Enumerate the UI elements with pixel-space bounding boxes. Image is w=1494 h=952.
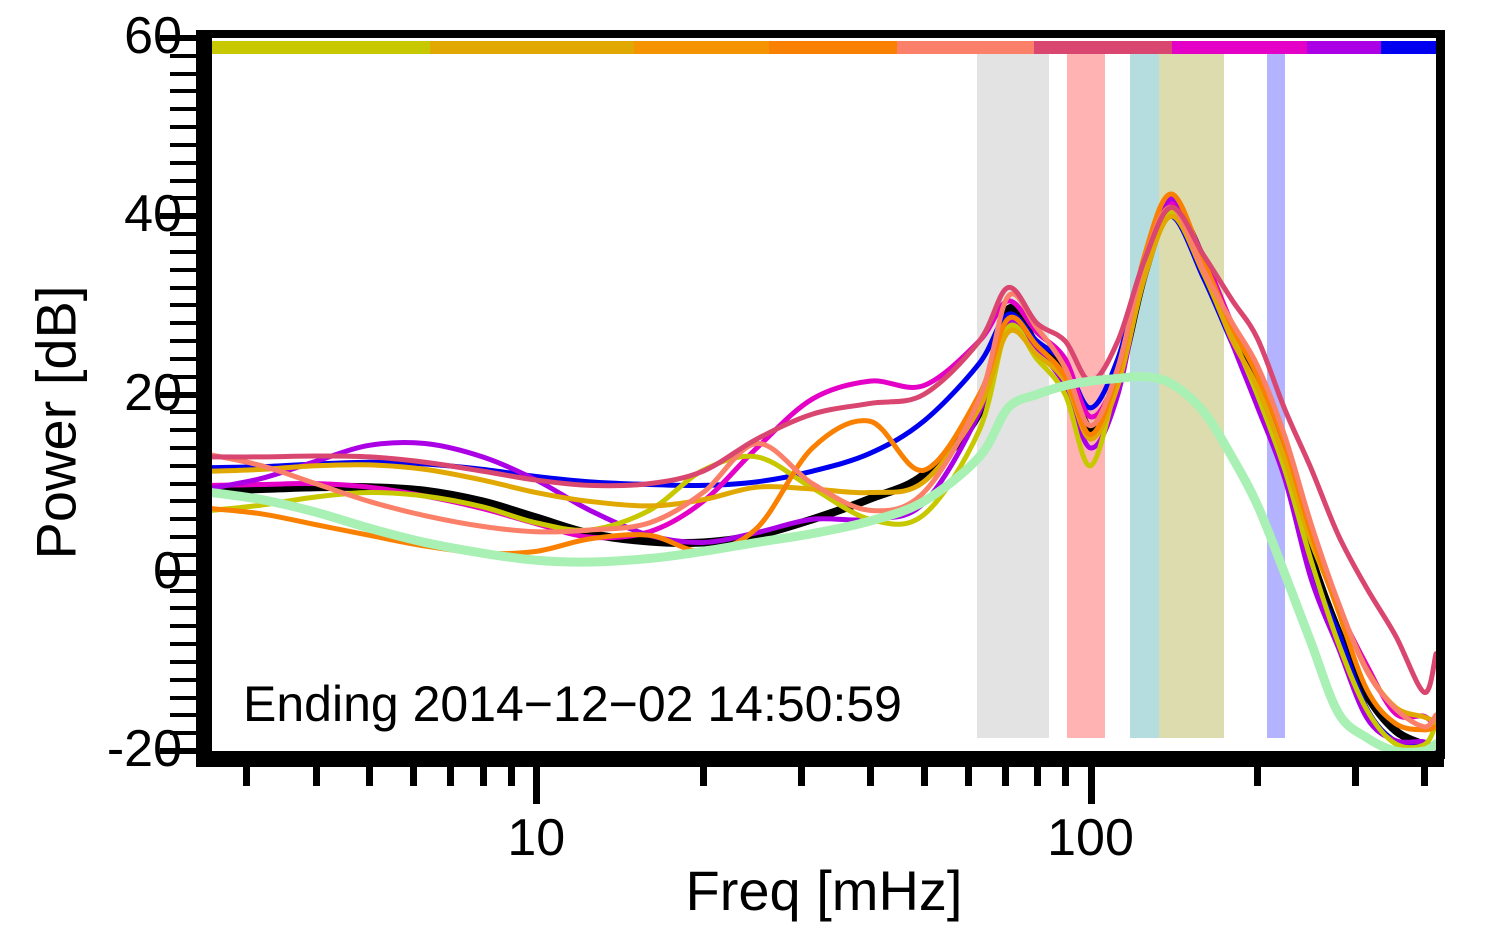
y-tick-minor: [170, 71, 196, 76]
x-tick-minor: [312, 764, 320, 786]
band-cyan: [1130, 54, 1160, 738]
y-tick-minor: [170, 178, 196, 183]
y-tick-minor: [170, 624, 196, 629]
x-tick-minor: [1254, 764, 1262, 786]
x-tick-minor: [507, 764, 515, 786]
x-tick-minor: [920, 764, 928, 786]
x-tick-label: 100: [1047, 809, 1134, 867]
y-tick-major: [160, 748, 196, 754]
y-tick-minor: [170, 232, 196, 237]
y-tick-minor: [170, 517, 196, 522]
colorbar-segment-6: [1171, 41, 1308, 54]
y-tick-minor: [170, 107, 196, 112]
spectrum-olive: [212, 209, 1436, 751]
plot-area: [212, 38, 1436, 751]
colorbar-segment-0: [212, 41, 430, 54]
x-tick-minor: [1352, 764, 1359, 786]
plot-frame-bottom: [196, 751, 1444, 767]
y-tick-minor: [170, 410, 196, 415]
ending-timestamp-annotation: Ending 2014−12−02 14:50:59: [243, 676, 902, 732]
x-tick-label: 10: [507, 809, 566, 867]
x-tick-minor: [700, 764, 708, 786]
y-tick-minor: [170, 249, 196, 254]
y-tick-minor: [170, 339, 196, 344]
spectrum-lightgreen: [212, 371, 1436, 751]
y-tick-minor: [170, 588, 196, 593]
y-tick-minor: [170, 285, 196, 290]
y-tick-minor: [170, 125, 196, 130]
y-tick-minor: [170, 695, 196, 700]
y-tick-minor: [170, 677, 196, 682]
y-tick-minor: [170, 481, 196, 486]
x-tick-minor: [1421, 764, 1429, 786]
y-tick-label: 40: [124, 185, 182, 244]
spectrum-crimson: [212, 204, 1436, 695]
y-tick-label: 20: [124, 363, 182, 422]
y-tick-minor: [170, 267, 196, 272]
y-tick-minor: [170, 659, 196, 664]
y-tick-minor: [170, 535, 196, 540]
plot-frame-right: [1436, 30, 1445, 759]
y-tick-minor: [170, 713, 196, 718]
colorbar-segment-5: [1034, 41, 1172, 54]
y-tick-minor: [170, 160, 196, 165]
y-tick-minor: [170, 53, 196, 58]
y-tick-minor: [170, 463, 196, 468]
x-tick-minor: [1062, 764, 1070, 786]
x-tick-minor: [797, 764, 805, 786]
colorbar-segment-7: [1307, 41, 1381, 54]
x-tick-minor: [866, 764, 874, 786]
y-tick-major: [160, 35, 196, 41]
spectrum-purple: [212, 195, 1436, 751]
y-tick-minor: [170, 89, 196, 94]
x-axis-label: Freq [mHz]: [685, 859, 963, 922]
spectrum-blue: [212, 213, 1436, 751]
x-tick-minor: [243, 764, 251, 786]
x-tick-minor: [479, 764, 487, 786]
y-tick-minor: [170, 499, 196, 504]
time-progression-colorbar: [212, 41, 1436, 54]
y-tick-minor: [170, 142, 196, 147]
spectrum-curves: [212, 191, 1436, 751]
y-tick-minor: [170, 606, 196, 611]
y-tick-major: [160, 213, 196, 220]
colorbar-segment-1: [429, 41, 635, 54]
y-tick-major: [160, 391, 196, 398]
plot-frame-left: [196, 30, 212, 759]
spectrum-darkyellow: [212, 213, 1436, 725]
y-tick-minor: [170, 445, 196, 450]
colorbar-segment-8: [1380, 41, 1436, 54]
y-tick-minor: [170, 303, 196, 308]
y-tick-label: 60: [124, 7, 182, 65]
colorbar-segment-4: [897, 41, 1035, 54]
plot-frame-top: [196, 30, 1444, 39]
colorbar-segment-2: [634, 41, 769, 54]
y-tick-label: 0: [153, 541, 182, 600]
y-tick-minor: [170, 428, 196, 433]
x-tick-minor: [1001, 764, 1009, 786]
y-tick-minor: [170, 321, 196, 326]
x-tick-minor: [1033, 764, 1041, 786]
x-tick-minor: [964, 764, 972, 786]
y-tick-minor: [170, 552, 196, 557]
x-tick-minor: [366, 764, 374, 786]
y-tick-minor: [170, 374, 196, 379]
x-tick-minor: [410, 764, 418, 786]
x-tick-major: [533, 764, 541, 804]
mean-spectrum: [212, 203, 1436, 751]
y-tick-major: [160, 569, 196, 576]
x-tick-major: [1087, 764, 1095, 804]
y-tick-minor: [170, 356, 196, 361]
y-tick-label: -20: [106, 720, 182, 778]
y-tick-minor: [170, 731, 196, 736]
y-axis-label: Power [dB]: [24, 285, 88, 560]
y-tick-minor: [170, 642, 196, 647]
y-tick-minor: [170, 196, 196, 201]
x-tick-minor: [447, 764, 455, 786]
colorbar-segment-3: [768, 41, 898, 54]
